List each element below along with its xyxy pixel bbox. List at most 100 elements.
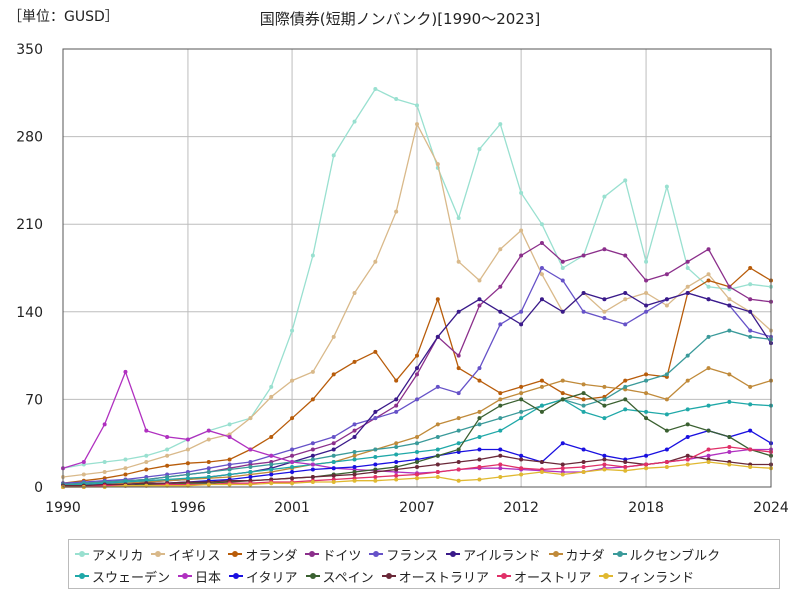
data-point bbox=[644, 466, 649, 471]
data-point bbox=[560, 462, 565, 467]
data-point bbox=[415, 449, 419, 454]
data-point bbox=[435, 384, 440, 389]
data-point bbox=[415, 459, 419, 464]
legend-label: アメリカ bbox=[92, 548, 144, 564]
data-point bbox=[435, 474, 440, 479]
data-point bbox=[706, 284, 711, 289]
data-point bbox=[644, 416, 649, 421]
data-point bbox=[748, 282, 753, 287]
data-point bbox=[727, 328, 732, 333]
data-point bbox=[664, 272, 669, 277]
data-point bbox=[456, 259, 461, 264]
data-point bbox=[310, 369, 315, 374]
data-point bbox=[227, 482, 232, 487]
data-point bbox=[352, 428, 357, 433]
legend-swatch bbox=[305, 571, 320, 581]
data-point bbox=[581, 403, 586, 408]
data-point bbox=[352, 449, 357, 454]
data-point bbox=[539, 378, 544, 383]
data-point bbox=[644, 291, 649, 296]
data-point bbox=[581, 464, 586, 469]
data-point bbox=[498, 403, 503, 408]
data-point bbox=[415, 441, 419, 446]
data-point bbox=[352, 478, 357, 483]
data-point bbox=[644, 378, 649, 383]
legend-item: ルクセンブルク bbox=[612, 545, 720, 564]
data-point bbox=[706, 297, 711, 302]
legend-item: フランス bbox=[369, 545, 438, 564]
data-point bbox=[269, 467, 274, 472]
data-point bbox=[206, 459, 211, 464]
series-lines bbox=[61, 87, 773, 489]
data-point bbox=[310, 253, 315, 258]
data-point bbox=[165, 447, 170, 452]
data-point bbox=[310, 447, 315, 452]
legend-swatch bbox=[229, 571, 244, 581]
data-point bbox=[498, 428, 503, 433]
data-point bbox=[435, 434, 440, 439]
data-point bbox=[685, 434, 690, 439]
data-point bbox=[477, 464, 482, 469]
data-point bbox=[664, 372, 669, 377]
data-point bbox=[519, 466, 524, 471]
data-point bbox=[644, 278, 649, 283]
data-point bbox=[685, 453, 690, 458]
data-point bbox=[435, 453, 440, 458]
y-tick-label: 0 bbox=[34, 480, 43, 496]
data-point bbox=[685, 259, 690, 264]
data-point bbox=[560, 466, 565, 471]
legend-item: スウェーデン bbox=[75, 567, 170, 586]
legend-item: フィンランド bbox=[599, 567, 694, 586]
legend-swatch bbox=[151, 549, 166, 559]
data-point bbox=[581, 469, 586, 474]
data-point bbox=[394, 409, 399, 414]
data-point bbox=[519, 384, 524, 389]
data-point bbox=[706, 247, 711, 252]
data-point bbox=[560, 378, 565, 383]
data-point bbox=[623, 397, 628, 402]
data-point bbox=[435, 162, 440, 167]
data-point bbox=[331, 473, 336, 478]
data-point bbox=[456, 459, 461, 464]
x-tick-label: 1990 bbox=[45, 500, 81, 516]
data-point bbox=[644, 259, 649, 264]
data-point bbox=[102, 469, 107, 474]
data-point bbox=[227, 457, 232, 462]
legend-swatch bbox=[612, 549, 627, 559]
data-point bbox=[706, 403, 711, 408]
data-point bbox=[290, 481, 295, 486]
data-point bbox=[144, 428, 149, 433]
data-point bbox=[664, 459, 669, 464]
data-point bbox=[519, 416, 524, 421]
chart-title: 国際債券(短期ノンバンク)[1990～2023] bbox=[259, 10, 541, 28]
data-point bbox=[644, 391, 649, 396]
data-point bbox=[602, 316, 607, 321]
data-point bbox=[331, 447, 336, 452]
data-point bbox=[290, 476, 295, 481]
data-point bbox=[581, 253, 586, 258]
data-point bbox=[539, 384, 544, 389]
data-point bbox=[206, 466, 211, 471]
data-point bbox=[435, 469, 440, 474]
data-point bbox=[394, 378, 399, 383]
data-point bbox=[165, 453, 170, 458]
legend-item: イタリア bbox=[229, 567, 298, 586]
data-point bbox=[248, 459, 253, 464]
data-point bbox=[539, 272, 544, 277]
data-point bbox=[415, 103, 419, 108]
y-tick-label: 70 bbox=[25, 392, 43, 408]
data-point bbox=[685, 284, 690, 289]
legend-label: フィンランド bbox=[616, 570, 695, 586]
data-point bbox=[623, 407, 628, 412]
data-point bbox=[685, 266, 690, 270]
data-point bbox=[748, 266, 753, 270]
data-point bbox=[373, 409, 378, 414]
data-point bbox=[581, 382, 586, 387]
legend-label: アイルランド bbox=[463, 548, 541, 564]
data-point bbox=[477, 147, 482, 152]
data-point bbox=[664, 428, 669, 433]
data-point bbox=[477, 434, 482, 439]
data-point bbox=[602, 194, 607, 199]
data-point bbox=[623, 468, 628, 473]
data-point bbox=[748, 447, 753, 452]
